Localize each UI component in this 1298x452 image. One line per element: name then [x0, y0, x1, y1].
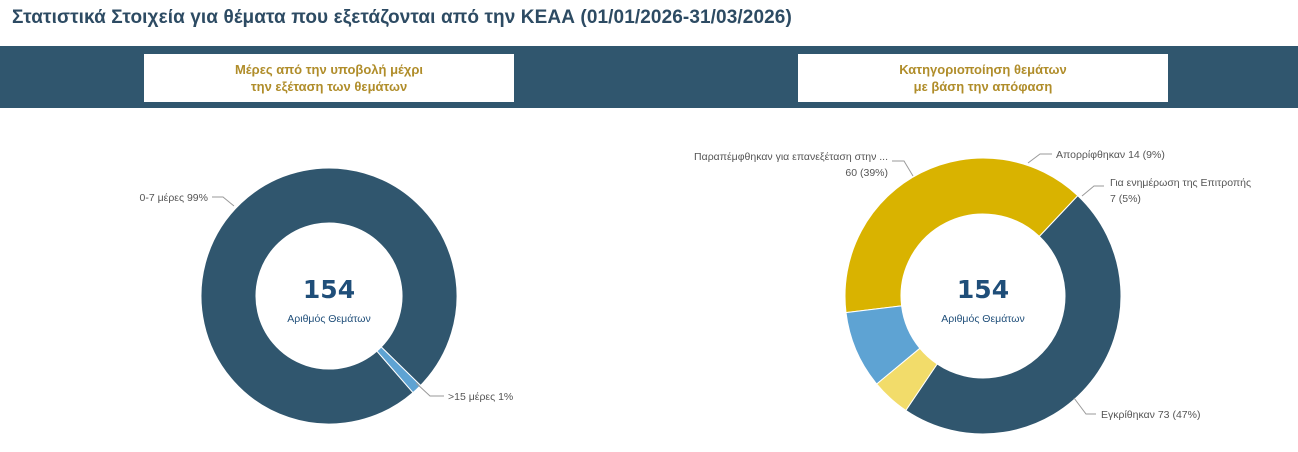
decision-chart-title: Κατηγοριοποίηση θεμάτων με βάση την απόφ…	[798, 54, 1168, 102]
slice-label-for-information-line-1: Για ενημέρωση της Επιτροπής	[1110, 177, 1251, 189]
slice-label-rejected: Απορρίφθηκαν 14 (9%)	[1056, 149, 1165, 161]
slice-για-ενημέρωση-της-επιτροπής[interactable]	[876, 347, 938, 412]
days-center-value: 154	[303, 275, 355, 304]
charts-canvas: 154 Αριθμός Θεμάτων 0-7 μέρες 99% >15 μέ…	[140, 149, 1251, 435]
leader-line	[1027, 153, 1052, 164]
slice-15-μέρες[interactable]	[376, 346, 422, 394]
slice-label-over-15-days: >15 μέρες 1%	[448, 391, 513, 403]
page-title: Στατιστικά Στοιχεία για θέματα που εξετά…	[12, 7, 792, 28]
slice-label-referred-line-2: 60 (39%)	[845, 167, 888, 179]
leader-line	[892, 160, 914, 177]
decision-donut-chart[interactable]	[844, 157, 1122, 435]
slice-παραπέμφθηκαν-για-επανεξέταση-στην[interactable]	[844, 157, 1079, 314]
days-chart-title-line-1: Μέρες από την υποβολή μέχρι	[234, 62, 424, 77]
slice-0-7-μέρες[interactable]	[200, 167, 458, 425]
leader-line	[1081, 185, 1104, 197]
leader-line	[212, 196, 235, 207]
decision-center-label: Αριθμός Θεμάτων	[941, 313, 1024, 325]
leader-line	[1073, 397, 1096, 415]
decision-chart-title-line-2: με βάση την απόφαση	[913, 79, 1053, 94]
days-chart-title: Μέρες από την υποβολή μέχρι την εξέταση …	[144, 54, 514, 102]
slice-label-referred-line-1: Παραπέμφθηκαν για επανεξέταση στην ...	[694, 151, 888, 163]
decision-chart-title-line-1: Κατηγοριοποίηση θεμάτων	[899, 62, 1067, 77]
slice-εγκρίθηκαν[interactable]	[905, 194, 1122, 435]
decision-center-value: 154	[957, 275, 1009, 304]
slice-label-for-information-line-2: 7 (5%)	[1110, 193, 1141, 205]
days-center-label: Αριθμός Θεμάτων	[287, 313, 370, 325]
slice-label-0-7-days: 0-7 μέρες 99%	[140, 192, 208, 204]
slice-label-approved: Εγκρίθηκαν 73 (47%)	[1101, 409, 1200, 421]
days-chart-title-line-2: την εξέταση των θεμάτων	[250, 79, 408, 94]
days-donut-chart[interactable]	[200, 167, 458, 425]
leader-line	[415, 382, 444, 397]
